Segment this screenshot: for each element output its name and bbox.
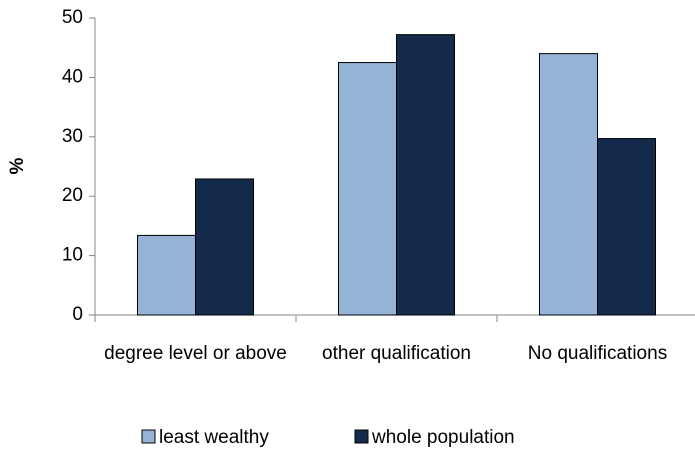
legend-swatch [354,429,369,444]
y-axis-label: % [7,157,28,174]
y-tick-label: 10 [62,245,83,266]
y-tick-label: 0 [72,304,83,325]
bar [137,234,196,316]
y-tick-label: 20 [62,185,83,206]
x-tick-label: other qualification [322,343,471,364]
bar [597,138,656,316]
x-tick-label: degree level or above [104,343,287,364]
legend-label: least wealthy [159,427,269,448]
bar [539,53,598,316]
legend-label: whole population [371,427,515,448]
x-tick-label: No qualifications [527,343,668,364]
bar [338,62,397,316]
y-tick-label: 50 [62,7,83,28]
bar [195,178,254,316]
legend-swatch [141,429,156,444]
y-tick-label: 30 [62,126,83,147]
bar [396,34,455,316]
y-tick-label: 40 [62,66,83,87]
